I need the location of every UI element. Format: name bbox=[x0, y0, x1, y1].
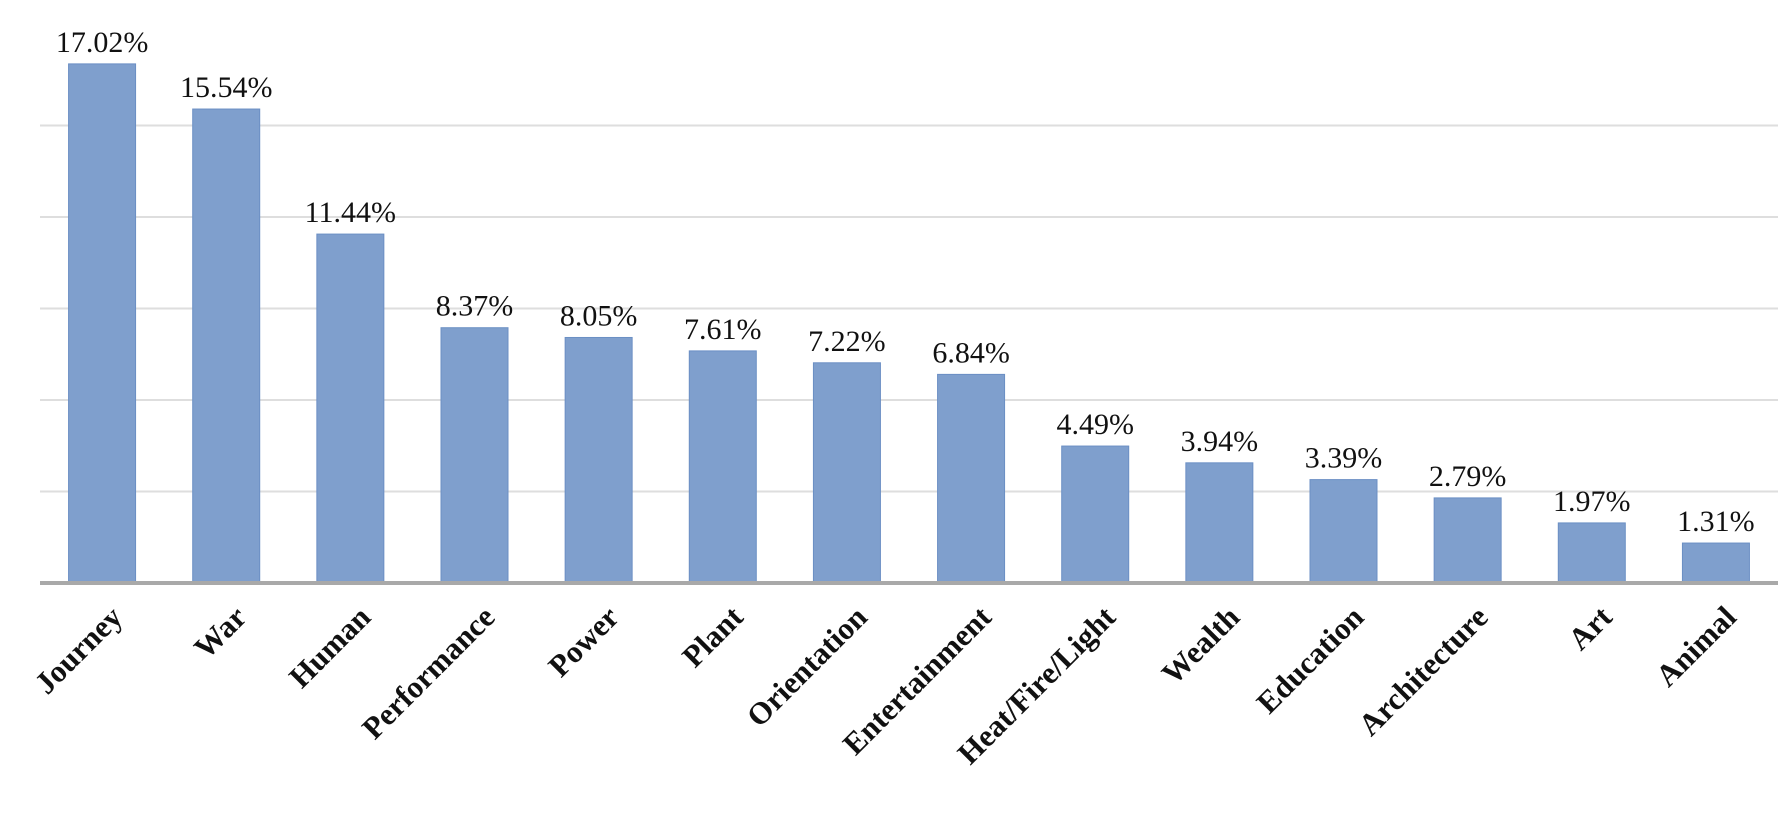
bar-human bbox=[316, 233, 385, 584]
category-label: Education bbox=[1249, 599, 1370, 720]
bar-orientation bbox=[812, 362, 881, 584]
category-label: War bbox=[187, 599, 253, 665]
bar-war bbox=[192, 108, 261, 584]
bar-wealth bbox=[1185, 462, 1254, 584]
data-label: 15.54% bbox=[180, 71, 273, 104]
category-label: Performance bbox=[355, 599, 501, 745]
data-label: 8.37% bbox=[436, 290, 514, 323]
data-label: 6.84% bbox=[932, 336, 1010, 369]
bar-heat-fire-light bbox=[1061, 445, 1130, 584]
data-label: 1.97% bbox=[1553, 485, 1631, 518]
bar-education bbox=[1309, 479, 1378, 584]
bar-power bbox=[564, 336, 633, 584]
bar-art bbox=[1557, 522, 1626, 584]
bar-animal bbox=[1681, 542, 1750, 584]
data-label: 8.05% bbox=[560, 299, 638, 332]
bar-architecture bbox=[1433, 497, 1502, 584]
bars bbox=[68, 63, 1750, 584]
bar-entertainment bbox=[937, 373, 1006, 584]
data-label: 7.22% bbox=[808, 325, 886, 358]
bar-plant bbox=[688, 350, 757, 584]
category-label: Plant bbox=[675, 599, 750, 674]
category-label: Art bbox=[1561, 599, 1619, 657]
data-label: 17.02% bbox=[56, 26, 149, 59]
category-label: Journey bbox=[28, 599, 130, 701]
data-label: 2.79% bbox=[1429, 460, 1507, 493]
category-label: Architecture bbox=[1351, 599, 1494, 742]
bar-performance bbox=[440, 327, 509, 584]
data-label: 3.94% bbox=[1181, 425, 1259, 458]
data-label: 3.39% bbox=[1305, 442, 1383, 475]
data-label: 7.61% bbox=[684, 313, 762, 346]
data-label: 4.49% bbox=[1056, 408, 1134, 441]
gridlines bbox=[40, 124, 1778, 493]
bar-journey bbox=[68, 63, 137, 584]
value-labels: 17.02% 15.54% 11.44% 8.37% 8.05% 7.61% 7.22% 6.… bbox=[56, 26, 1755, 538]
data-label: 1.31% bbox=[1677, 505, 1755, 538]
category-label: Orientation bbox=[740, 599, 874, 733]
category-label: Wealth bbox=[1155, 599, 1247, 691]
category-label: Power bbox=[541, 599, 626, 684]
category-label: Human bbox=[282, 599, 377, 694]
data-label: 11.44% bbox=[305, 196, 396, 229]
category-label: Animal bbox=[1649, 599, 1743, 693]
